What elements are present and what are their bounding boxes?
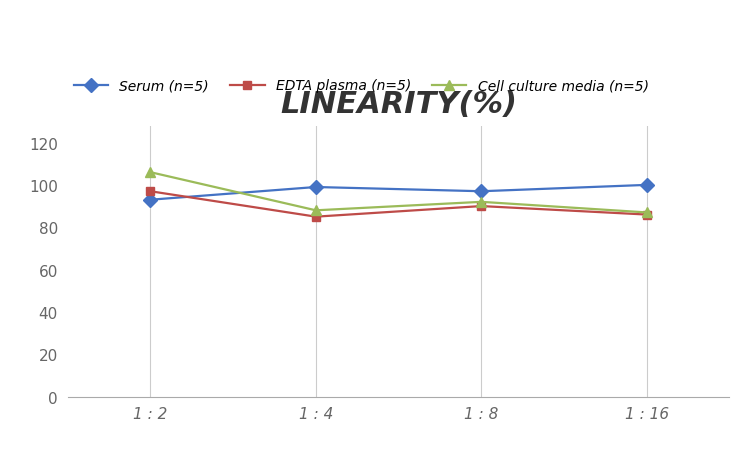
Cell culture media (n=5) (642, 210, 651, 216)
Title: LINEARITY(%): LINEARITY(%) (280, 89, 517, 119)
Cell culture media (n=5) (146, 170, 155, 175)
Legend: Serum (n=5), EDTA plasma (n=5), Cell culture media (n=5): Serum (n=5), EDTA plasma (n=5), Cell cul… (68, 74, 654, 99)
EDTA plasma (n=5) (477, 204, 486, 209)
Serum (n=5) (311, 185, 320, 190)
Serum (n=5) (642, 183, 651, 188)
Serum (n=5) (477, 189, 486, 194)
EDTA plasma (n=5) (311, 215, 320, 220)
EDTA plasma (n=5) (146, 189, 155, 194)
Serum (n=5) (146, 198, 155, 203)
Line: Cell culture media (n=5): Cell culture media (n=5) (146, 168, 651, 218)
Cell culture media (n=5) (477, 200, 486, 205)
Cell culture media (n=5) (311, 208, 320, 214)
EDTA plasma (n=5) (642, 212, 651, 218)
Line: Serum (n=5): Serum (n=5) (146, 180, 651, 205)
Line: EDTA plasma (n=5): EDTA plasma (n=5) (146, 188, 651, 221)
